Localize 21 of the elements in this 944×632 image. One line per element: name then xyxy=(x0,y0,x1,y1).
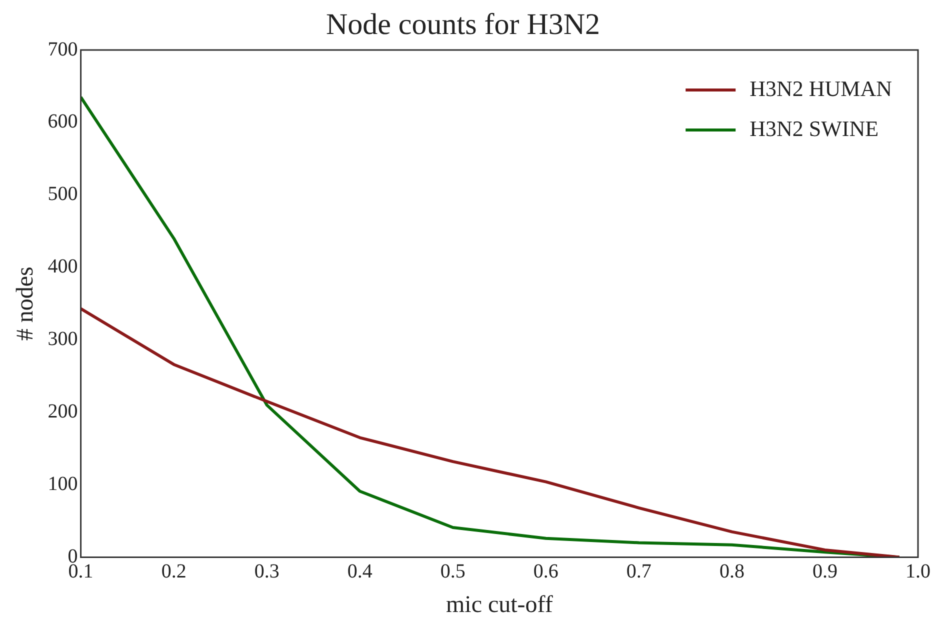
x-tick-label: 0.8 xyxy=(719,560,744,582)
y-axis-title: # nodes xyxy=(12,266,39,341)
x-tick-label: 1.0 xyxy=(906,560,930,582)
x-tick-label: 0.9 xyxy=(812,560,838,582)
chart-title: Node counts for H3N2 xyxy=(326,8,600,41)
legend-label: H3N2 HUMAN xyxy=(750,76,892,101)
y-tick-label: 100 xyxy=(48,472,78,495)
y-tick-label: 400 xyxy=(48,256,78,278)
y-tick-label: 700 xyxy=(48,38,78,60)
x-tick-label: 0.3 xyxy=(254,560,280,582)
y-tick-label: 500 xyxy=(48,183,78,206)
x-tick-label: 0.7 xyxy=(626,560,652,582)
legend-label: H3N2 SWINE xyxy=(750,116,879,141)
x-tick-label: 0.2 xyxy=(161,560,186,582)
x-tick-label: 0.4 xyxy=(347,560,372,582)
x-tick-label: 0.6 xyxy=(533,560,558,582)
y-tick-label: 200 xyxy=(48,400,78,423)
y-tick-label: 300 xyxy=(48,328,78,350)
y-tick-label: 600 xyxy=(48,110,78,133)
x-tick-label: 0.5 xyxy=(440,560,466,582)
x-axis-title: mic cut-off xyxy=(446,592,553,618)
